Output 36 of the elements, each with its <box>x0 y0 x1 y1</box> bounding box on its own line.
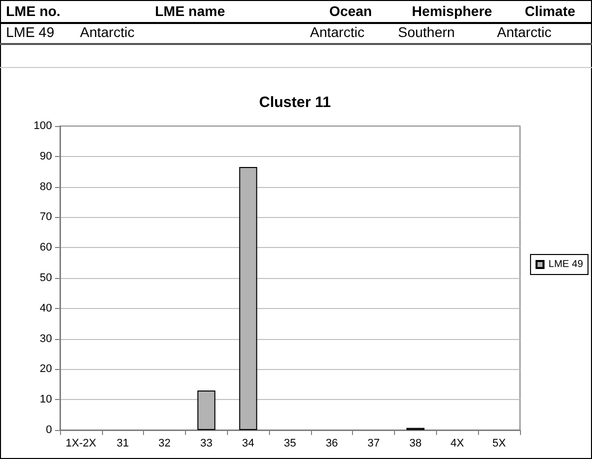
y-tick-label: 10 <box>40 394 52 406</box>
text: Southern <box>398 24 455 40</box>
text: Climate <box>524 3 576 19</box>
text: Antarctic <box>497 24 552 40</box>
x-tick-label: 35 <box>284 438 296 450</box>
x-tick-label: 36 <box>326 438 338 450</box>
y-tick-label: 70 <box>40 211 52 224</box>
x-tick-label: 34 <box>242 438 254 450</box>
text: LME no. <box>6 3 60 19</box>
text: Hemisphere <box>412 3 492 19</box>
y-tick-label: 90 <box>40 150 52 162</box>
x-tick-label: 5X <box>492 438 506 450</box>
y-tick-label: 20 <box>40 363 52 376</box>
x-tick-label: 4X <box>450 438 465 450</box>
x-tick-label: 1X-2X <box>66 438 97 450</box>
y-tick-label: 60 <box>40 242 52 254</box>
text: Antarctic <box>80 24 134 40</box>
y-tick-label: 30 <box>40 332 52 345</box>
y-tick-label: 40 <box>40 302 52 314</box>
text: LME name <box>154 3 226 19</box>
text: LME 49 <box>6 24 54 40</box>
x-tick-label: 33 <box>200 438 212 450</box>
y-tick-label: 0 <box>46 424 52 436</box>
legend-label: LME 49 <box>548 259 584 270</box>
x-tick-label: 37 <box>368 438 380 450</box>
x-tick-label: 31 <box>116 438 129 450</box>
chart-title: Cluster 11 <box>259 94 331 111</box>
x-tick-label: 32 <box>158 438 171 450</box>
y-tick-label: 100 <box>34 120 52 132</box>
y-tick-label: 80 <box>40 180 52 193</box>
text: Antarctic <box>310 24 364 40</box>
text: Ocean <box>329 3 372 19</box>
bar <box>197 390 216 430</box>
bar <box>239 167 258 430</box>
x-tick-label: 38 <box>409 438 422 450</box>
y-tick-label: 50 <box>40 272 52 284</box>
